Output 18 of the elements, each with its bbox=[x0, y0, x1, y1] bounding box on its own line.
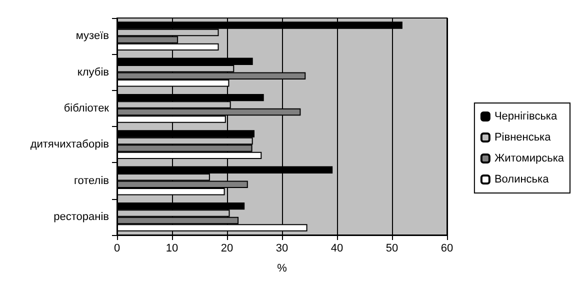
x-tick-label: 10 bbox=[166, 242, 178, 254]
x-axis-title: % bbox=[277, 262, 288, 274]
y-tick-label: готелів bbox=[74, 174, 110, 187]
x-tick-label: 30 bbox=[276, 242, 288, 254]
y-tick-label: дитячихтаборів bbox=[30, 138, 110, 151]
legend-label: Чернігівська bbox=[494, 110, 558, 122]
y-tick-label: бібліотек bbox=[64, 102, 110, 114]
x-tick-label: 20 bbox=[220, 242, 234, 254]
y-tick-label: ресторанів bbox=[54, 210, 110, 223]
legend-label: Волинська bbox=[494, 174, 550, 186]
x-tick-label: 0 bbox=[114, 242, 120, 254]
legend-label: Житомирська bbox=[494, 152, 565, 164]
x-tick-label: 60 bbox=[440, 242, 454, 254]
x-tick-label: 50 bbox=[386, 242, 398, 254]
x-tick-label: 40 bbox=[330, 242, 344, 254]
legend-label: Рівненська bbox=[494, 132, 552, 144]
y-tick-label: музеїв bbox=[76, 30, 110, 42]
y-tick-label: клубів bbox=[77, 66, 110, 78]
